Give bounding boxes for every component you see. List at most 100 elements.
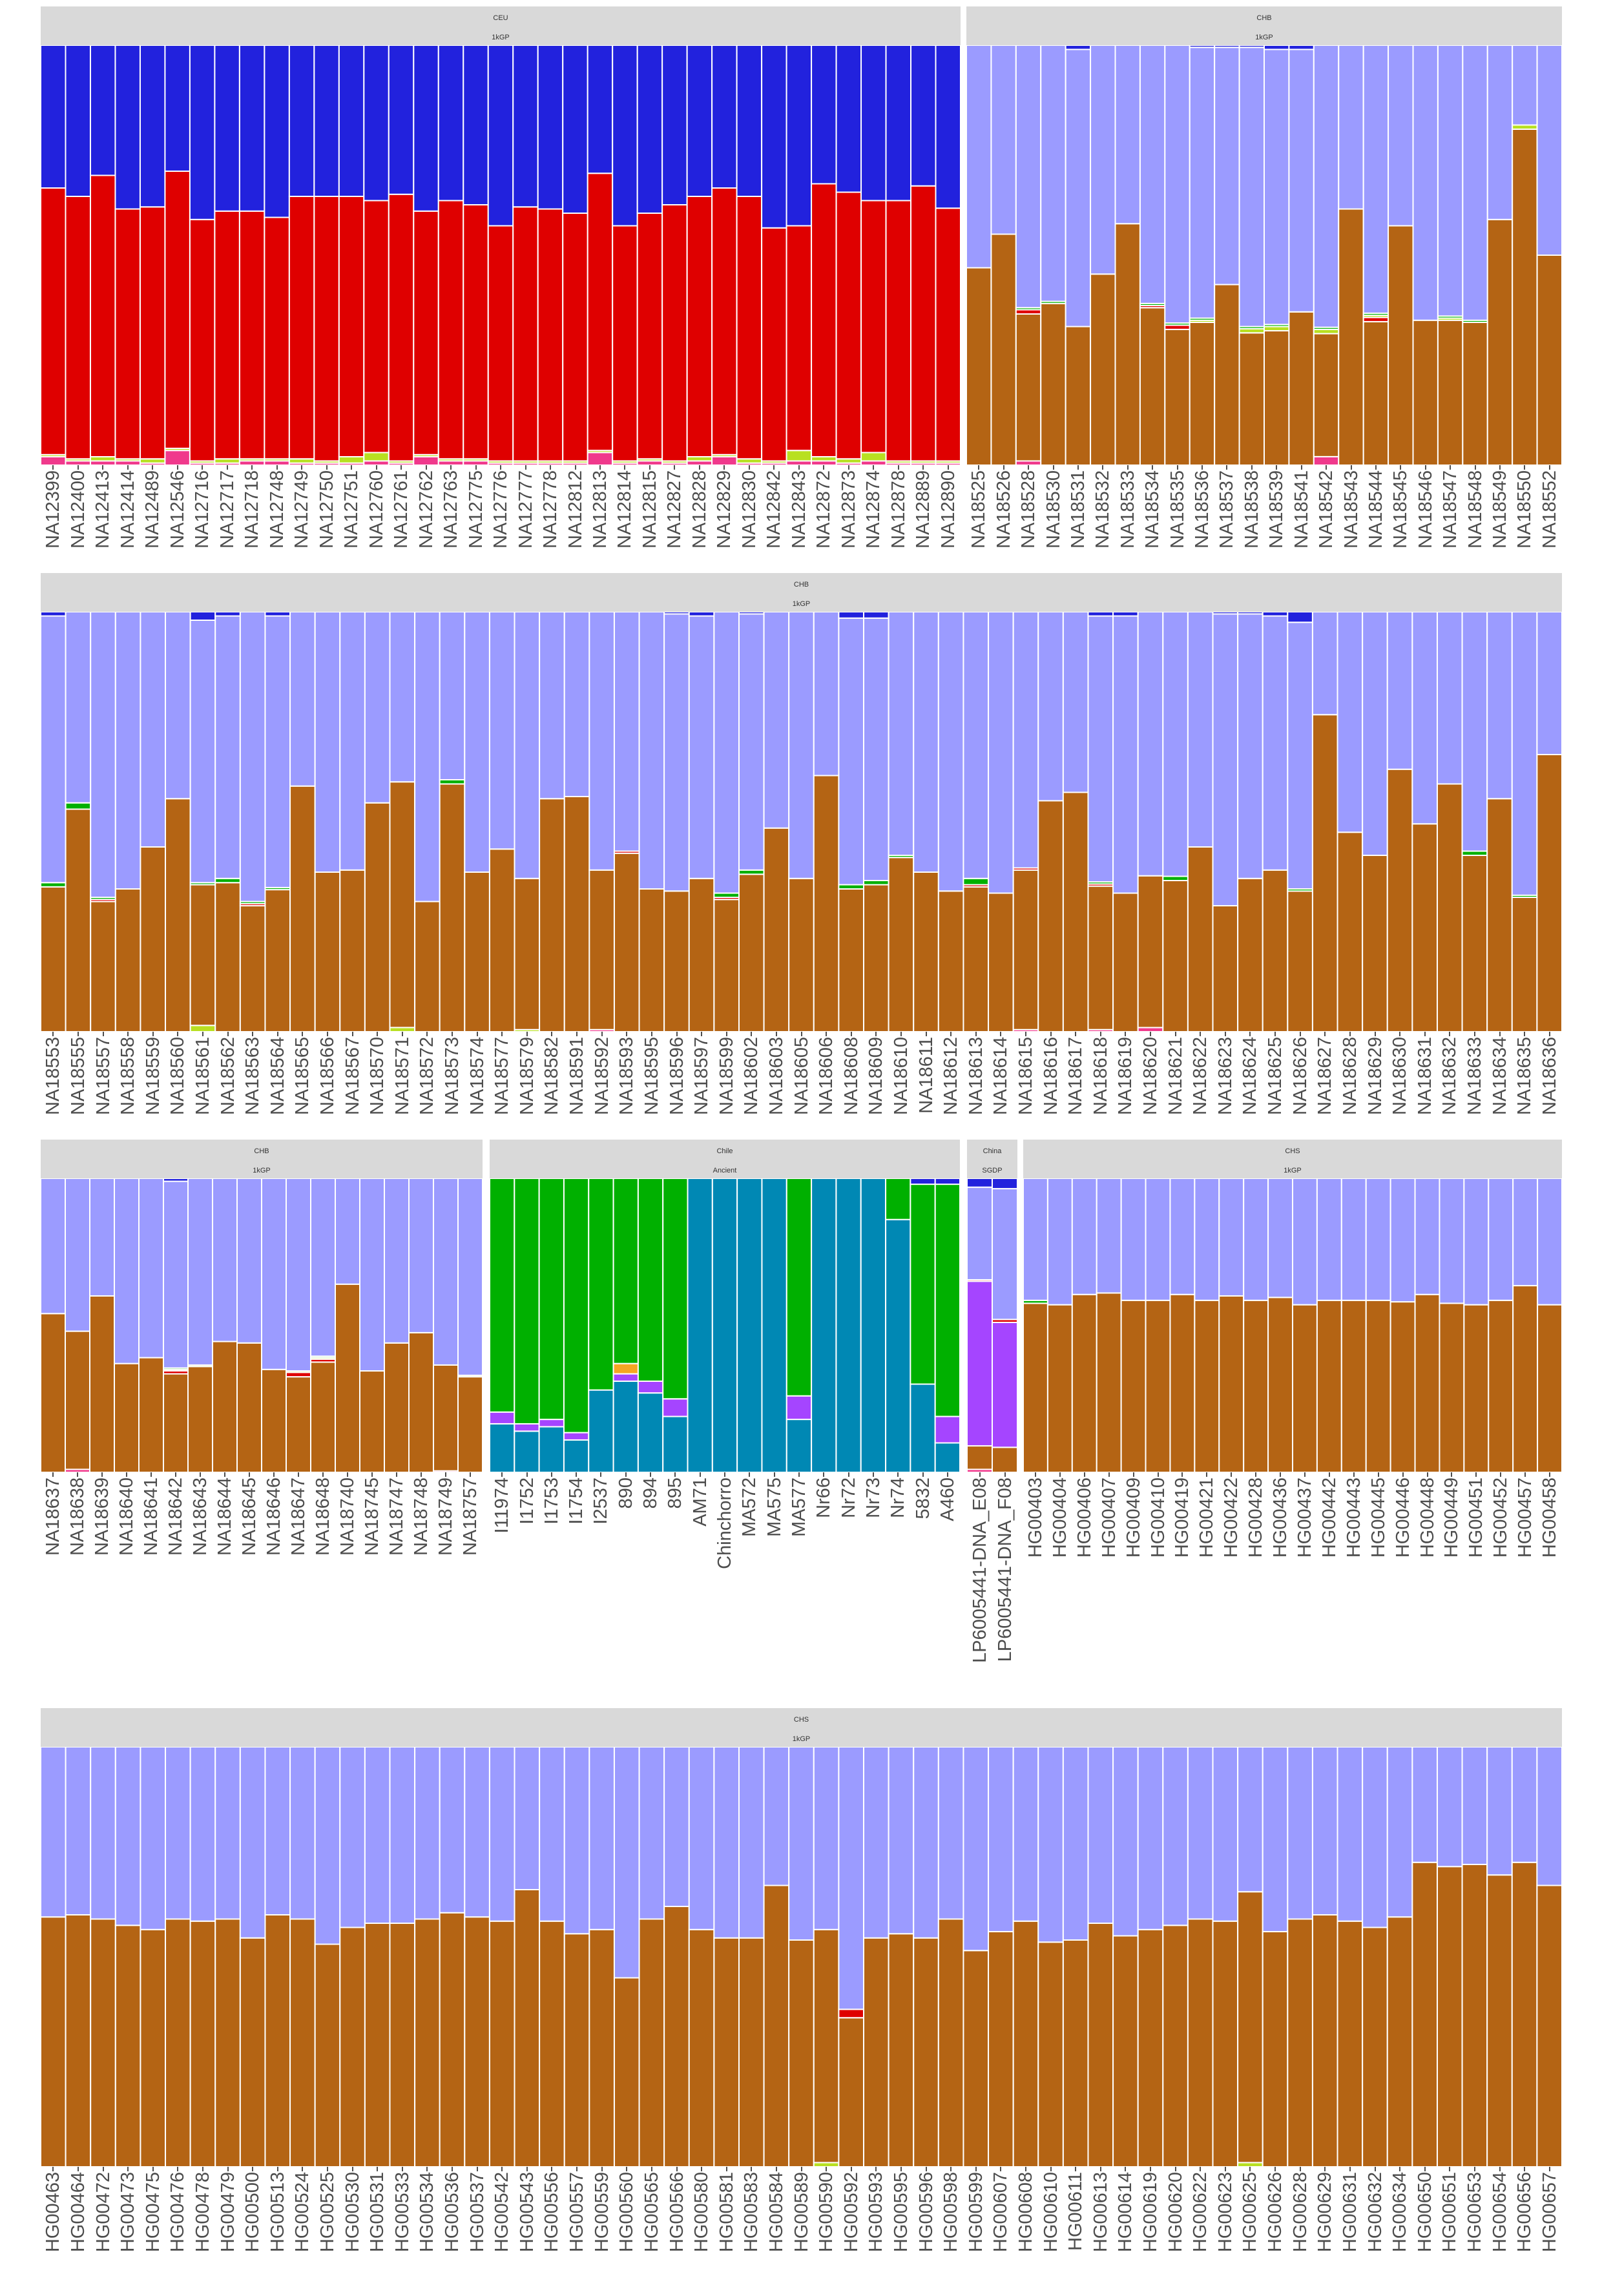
- bar-segment-brown: [1087, 885, 1114, 1030]
- bar-segment-brown: [1486, 798, 1513, 1032]
- bar-segment-lavender: [1015, 45, 1042, 309]
- bar-segment-lavender: [563, 1747, 590, 1935]
- x-tick-label: NA18610: [890, 1037, 911, 1115]
- x-tick: [626, 2167, 628, 2171]
- bar-segment-blue: [1112, 612, 1139, 617]
- bar-segment-lavender: [1096, 1178, 1122, 1294]
- bar-segment-brown: [1461, 855, 1488, 1032]
- bar-segment-brown: [339, 1926, 366, 2167]
- bar-segment-teal: [637, 1392, 664, 1472]
- x-axis-labels: I11974 I1752 I1753 I1754 I2537 890 894 895 AM71 C…: [490, 1472, 960, 1569]
- x-tick: [401, 1032, 403, 1036]
- bar-segment-brown: [1262, 1931, 1289, 2167]
- bar-segment-brown: [189, 884, 216, 1027]
- bar-segment-lavender: [1536, 1747, 1562, 1886]
- bar-segment-lavender: [1040, 45, 1066, 302]
- x-tick: [1548, 465, 1550, 470]
- bar-segment-brown: [1087, 1923, 1114, 2167]
- bar-segment-brown: [763, 827, 790, 1032]
- bar-segment-brown: [414, 901, 441, 1032]
- x-tick-label: NA18624: [1240, 1037, 1261, 1115]
- bar-segment-lavender: [335, 1178, 360, 1285]
- x-tick-label: NA18593: [616, 1037, 638, 1115]
- bar-segment-lime: [860, 452, 887, 462]
- bar-segment-lavender: [713, 612, 740, 894]
- x-tick: [699, 1472, 701, 1477]
- x-tick: [1108, 1472, 1110, 1477]
- bar-segment-lavender: [1512, 1178, 1539, 1287]
- x-tick: [773, 465, 775, 470]
- bar-segment-brown: [1536, 255, 1562, 465]
- bar-segment-red: [41, 187, 67, 455]
- bar-segment-brown: [613, 852, 640, 1032]
- x-tick: [1035, 1472, 1036, 1477]
- bar-segment-brown: [289, 1918, 316, 2167]
- bar-segment-brown: [90, 901, 116, 1032]
- bar-segment-red: [587, 172, 614, 452]
- x-tick: [897, 465, 899, 470]
- x-tick: [1276, 465, 1278, 470]
- facet-strip: CHS 1kGP: [41, 1708, 1562, 1747]
- x-tick-label: HG00619: [1140, 2172, 1161, 2253]
- bar-segment-blue: [688, 612, 715, 617]
- x-tick: [151, 1472, 152, 1477]
- bar-segment-lavender: [314, 1747, 341, 1945]
- x-axis-labels: NA12399 NA12400 NA12413 NA12414 NA12489 NA125…: [41, 465, 961, 562]
- x-tick: [698, 465, 700, 470]
- bar-segment-brown: [214, 882, 241, 1032]
- x-tick: [1475, 1472, 1477, 1477]
- x-tick: [922, 1472, 924, 1477]
- x-tick-label: NA12760: [366, 470, 387, 548]
- bar-segment-blue: [89, 45, 116, 176]
- x-tick: [1399, 2167, 1401, 2171]
- bar-segment-lavender: [214, 1747, 241, 1920]
- bar-segment-brown: [1389, 1301, 1416, 1472]
- x-tick: [1280, 1472, 1281, 1477]
- bar-segment-brown: [1512, 1285, 1539, 1472]
- x-tick: [925, 1032, 927, 1036]
- x-tick: [1200, 2167, 1202, 2171]
- bar-segment-brown: [713, 1937, 740, 2167]
- x-tick: [676, 1032, 678, 1036]
- x-tick-label: HG00464: [67, 2172, 88, 2253]
- bar-segment-brown: [1362, 1926, 1388, 2167]
- bar-segment-red: [512, 206, 539, 462]
- x-tick: [823, 1472, 825, 1477]
- x-tick-label: NA12546: [167, 470, 188, 548]
- x-tick: [526, 1472, 528, 1477]
- x-tick: [599, 465, 601, 470]
- x-tick-label: HG00478: [192, 2172, 213, 2253]
- x-tick-label: NA12414: [117, 470, 138, 548]
- bar-segment-teal: [588, 1389, 614, 1472]
- bar-segment-lavender: [1237, 613, 1264, 879]
- x-tick: [401, 2167, 403, 2171]
- bar-segment-brown: [966, 267, 992, 465]
- x-tick: [1075, 2167, 1077, 2171]
- x-tick-label: NA12775: [465, 470, 486, 548]
- x-tick-label: HG00580: [691, 2172, 713, 2253]
- bar-segment-lavender: [389, 1747, 416, 1924]
- bar-segment-brown: [1187, 846, 1214, 1032]
- bar-segment-brown: [384, 1342, 410, 1472]
- x-tick: [1499, 2167, 1501, 2171]
- x-tick-label: NA18627: [1315, 1037, 1336, 1115]
- x-tick-label: HG00448: [1417, 1477, 1438, 1558]
- bar-segment-brown: [163, 1373, 189, 1472]
- bar-segment-lavender: [163, 1180, 189, 1369]
- bar-segment-brown: [310, 1361, 336, 1472]
- bar-segment-blue: [785, 45, 813, 227]
- bar-segment-brown: [1340, 1299, 1367, 1472]
- bar-segment-lavender: [588, 1747, 615, 1930]
- bar-segment-brown: [1386, 1916, 1413, 2167]
- x-tick-label: HG00656: [1514, 2172, 1535, 2253]
- bar-segment-lavender: [1436, 612, 1463, 785]
- x-tick: [922, 465, 924, 470]
- x-tick-label: NA18620: [1140, 1037, 1161, 1115]
- x-tick: [1299, 2167, 1301, 2171]
- x-tick-label: HG00590: [816, 2172, 837, 2253]
- stacked-bar-svg: [41, 612, 1562, 1032]
- bar-segment-red: [860, 200, 887, 454]
- x-tick-label: NA18543: [1340, 470, 1362, 548]
- x-tick-label: HG00611: [1065, 2172, 1087, 2251]
- x-tick-label: NA18525: [968, 470, 990, 548]
